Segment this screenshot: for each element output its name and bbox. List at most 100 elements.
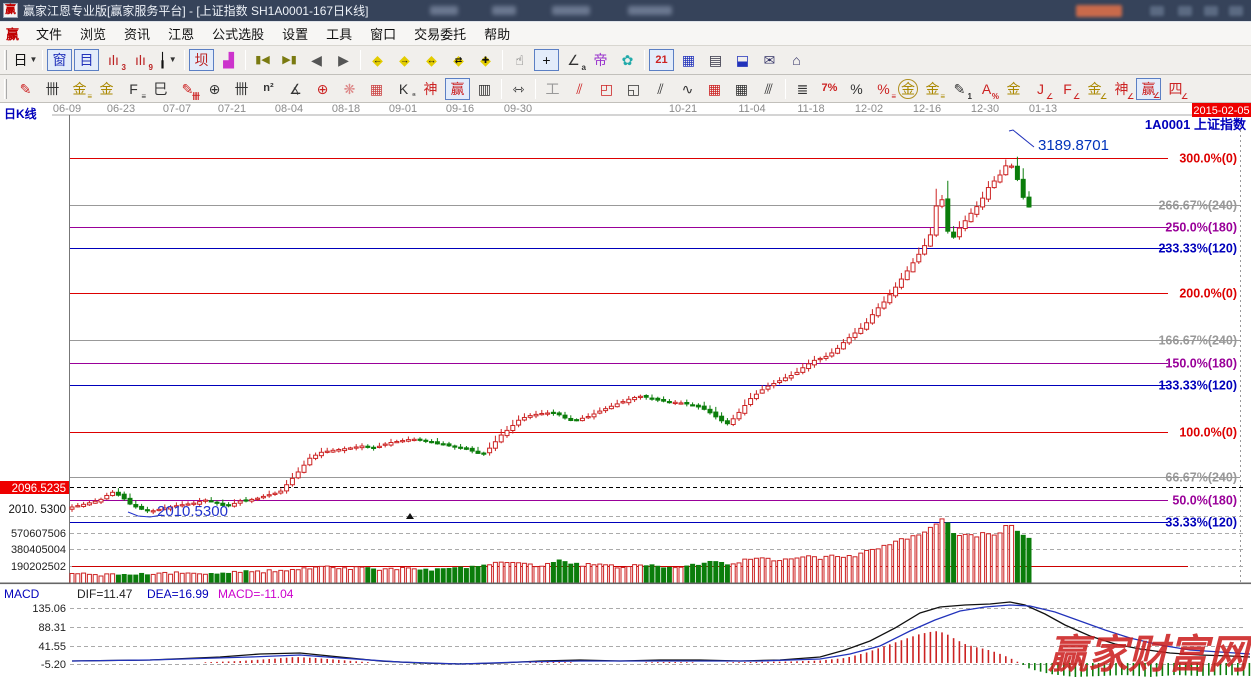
menu-item-6[interactable]: 设置 xyxy=(273,25,317,44)
zoom-horizontal-icon[interactable]: ◆↔ xyxy=(419,49,444,71)
last-page-icon[interactable]: ▶▮ xyxy=(277,49,302,71)
menu-item-10[interactable]: 帮助 xyxy=(475,25,519,44)
zigzag-icon[interactable]: ∿ xyxy=(675,78,700,100)
date-tick-16: 01-13 xyxy=(1029,103,1057,115)
angle-measure-icon[interactable]: ∠a xyxy=(561,49,586,71)
gold-section-h-icon[interactable]: 金≡ xyxy=(67,78,92,100)
candle-style-icon[interactable]: ╽▼ xyxy=(155,49,180,71)
save-icon[interactable]: ⬓ xyxy=(730,49,755,71)
pen-measure-icon[interactable]: ✎卌 xyxy=(175,78,200,100)
gann-wheel-small-icon[interactable]: ⊕ xyxy=(202,78,227,100)
info-view-icon[interactable]: 目 xyxy=(74,49,99,71)
fan-box-dark-icon[interactable]: ◱ xyxy=(621,78,646,100)
report-view-icon[interactable]: ▤ xyxy=(703,49,728,71)
percent-icon[interactable]: % xyxy=(844,78,869,100)
fan-box-red-icon[interactable]: ◰ xyxy=(594,78,619,100)
prev-page-icon[interactable]: ◀ xyxy=(304,49,329,71)
shift-left-icon[interactable]: ◆← xyxy=(365,49,390,71)
first-page-icon[interactable]: ▮◀ xyxy=(250,49,275,71)
gong-box-icon[interactable]: 工 xyxy=(540,78,565,100)
pan-hand-icon[interactable]: ☝ xyxy=(507,49,532,71)
toolbar-grip[interactable] xyxy=(4,79,7,99)
gold-lines-icon[interactable]: 金≡ xyxy=(920,78,945,100)
angle-line-icon[interactable]: ∡ xyxy=(283,78,308,100)
blurred-orange-button[interactable] xyxy=(1076,5,1122,17)
menu-item-8[interactable]: 窗口 xyxy=(361,25,405,44)
menu-item-7[interactable]: 工具 xyxy=(317,25,361,44)
shift-right-icon[interactable]: ◆→ xyxy=(392,49,417,71)
pen-one-icon[interactable]: ✎1 xyxy=(947,78,972,100)
gold-section-v-icon[interactable]: 金 xyxy=(94,78,119,100)
candle-style-caret[interactable]: ▼ xyxy=(169,56,177,64)
menu-item-9[interactable]: 交易委托 xyxy=(405,25,475,44)
kline-chart-svg[interactable]: 06-0906-2307-0707-2108-0408-1809-0109-16… xyxy=(0,103,1251,680)
remote-data-icon[interactable]: ⌂ xyxy=(784,49,809,71)
spiral-tool-icon[interactable]: 巳 xyxy=(148,78,173,100)
percent-lines-icon[interactable]: %≡ xyxy=(871,78,896,100)
blurred-control-4[interactable] xyxy=(1229,6,1243,16)
send-network-icon[interactable]: ✉ xyxy=(757,49,782,71)
shen-grid-icon[interactable]: 神 xyxy=(418,78,443,100)
gold-angle-icon[interactable]: 金∠ xyxy=(1082,78,1107,100)
dense-hash-icon[interactable]: 卌 xyxy=(229,78,254,100)
calendar-icon[interactable]: 21 xyxy=(649,49,674,71)
menu-item-1[interactable]: 文件 xyxy=(27,25,71,44)
gann-web-icon[interactable]: ❋ xyxy=(337,78,362,100)
volume-9-icon[interactable]: ılı9 xyxy=(128,49,153,71)
shen-angle-icon[interactable]: 神∠ xyxy=(1109,78,1134,100)
candle xyxy=(743,406,747,414)
blurred-control-2[interactable] xyxy=(1178,6,1192,16)
gold-plain-icon[interactable]: 金 xyxy=(1001,78,1026,100)
gann-target-icon[interactable]: ⊕ xyxy=(310,78,335,100)
volume-3-icon[interactable]: ılı3 xyxy=(101,49,126,71)
trend-lines-icon[interactable]: ⫽ xyxy=(648,78,673,100)
volume-bar xyxy=(575,563,579,583)
chart-window-icon[interactable]: 窗 xyxy=(47,49,72,71)
bar-width-icon[interactable]: ⇿ xyxy=(506,78,531,100)
candle xyxy=(1027,197,1031,207)
a-percent-icon[interactable]: A% xyxy=(974,78,999,100)
next-page-icon[interactable]: ▶ xyxy=(331,49,356,71)
blurred-control-1[interactable] xyxy=(1150,6,1164,16)
volume-bar xyxy=(232,571,236,583)
si-angle-icon[interactable]: 四∠ xyxy=(1163,78,1188,100)
ruler-icon[interactable]: ▥ xyxy=(472,78,497,100)
date-tick-7: 09-01 xyxy=(389,103,417,115)
toolbar-grip[interactable] xyxy=(4,50,7,70)
gann-hash-icon[interactable]: 卌 xyxy=(40,78,65,100)
compress-bars-icon[interactable]: ◆⇄ xyxy=(446,49,471,71)
ladder-lines-icon[interactable]: ≣ xyxy=(790,78,815,100)
gold-circle-icon[interactable]: 金 xyxy=(898,79,918,99)
gann-panel-icon[interactable]: 坝 xyxy=(189,49,214,71)
square-n2-icon[interactable]: n² xyxy=(256,78,281,100)
draw-pen-icon[interactable]: ✎ xyxy=(13,78,38,100)
gann-purple-tool-icon[interactable]: 帝 xyxy=(588,49,613,71)
grid-red-icon[interactable]: ▦ xyxy=(702,78,727,100)
fan-red-icon[interactable]: ⫽ xyxy=(567,78,592,100)
crosshair-icon[interactable]: + xyxy=(534,49,559,71)
ying-tool-icon[interactable]: 赢 xyxy=(445,78,470,100)
calculator-icon[interactable]: ▦ xyxy=(676,49,701,71)
gann-box-grid-icon[interactable]: ▦ xyxy=(364,78,389,100)
ying-angle-icon[interactable]: 赢∠ xyxy=(1136,78,1161,100)
menu-item-2[interactable]: 浏览 xyxy=(71,25,115,44)
blurred-control-3[interactable] xyxy=(1204,6,1218,16)
k-marks-icon[interactable]: K“ xyxy=(391,78,416,100)
period-selector-icon[interactable]: 日▼ xyxy=(13,49,38,71)
cycle-tool-icon[interactable]: ✿ xyxy=(615,49,640,71)
percent-over-icon[interactable]: 7% xyxy=(817,78,842,100)
expand-bars-icon[interactable]: ◆✚ xyxy=(473,49,498,71)
color-volume-icon[interactable]: ▟ xyxy=(216,49,241,71)
j-angle-icon[interactable]: J∠ xyxy=(1028,78,1053,100)
period-selector-caret[interactable]: ▼ xyxy=(30,56,38,64)
candle xyxy=(128,498,132,504)
grid-axes-icon[interactable]: ▦ xyxy=(729,78,754,100)
chart-area[interactable]: 06-0906-2307-0707-2108-0408-1809-0109-16… xyxy=(0,103,1251,680)
menu-item-5[interactable]: 公式选股 xyxy=(203,25,273,44)
slant-lines-icon[interactable]: ⫻ xyxy=(756,78,781,100)
volume-bar xyxy=(151,574,155,583)
f-angle-icon[interactable]: F∠ xyxy=(1055,78,1080,100)
menu-item-3[interactable]: 资讯 xyxy=(115,25,159,44)
fib-lines-icon[interactable]: F≡ xyxy=(121,78,146,100)
menu-item-4[interactable]: 江恩 xyxy=(159,25,203,44)
